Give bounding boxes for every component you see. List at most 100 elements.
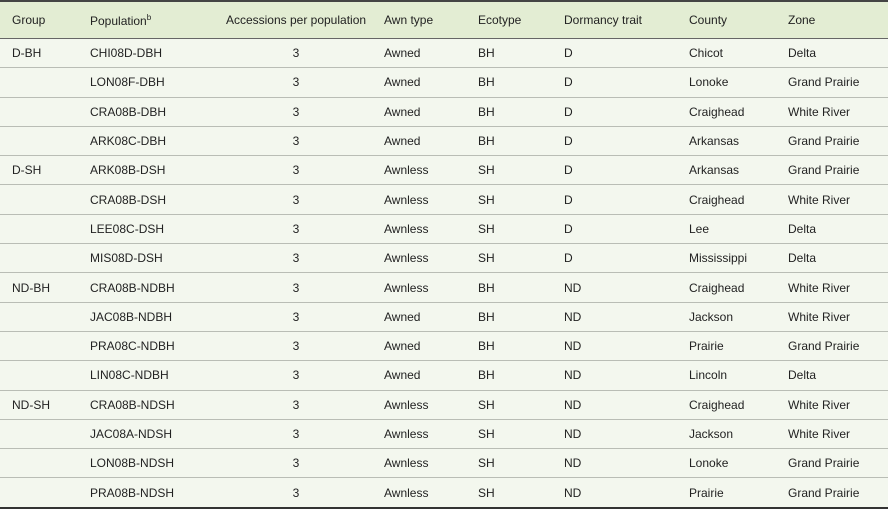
cell-zone: Grand Prairie (788, 67, 888, 98)
cell-ecotype: BH (478, 96, 564, 127)
cell-population: CRA08B-NDBH (90, 272, 208, 303)
cell-group (0, 184, 90, 215)
cell-dormancy-trait: D (564, 155, 689, 185)
table-row: ND-BH CRA08B-NDBH 3 Awnless BH ND Craighead Whi… (0, 272, 888, 303)
cell-zone: Grand Prairie (788, 330, 888, 361)
cell-county: Prairie (689, 477, 788, 508)
cell-population: CRA08B-DBH (90, 96, 208, 127)
cell-group: D-BH (12, 46, 42, 61)
cell-awn-type: Awnless (384, 184, 478, 215)
cell-ecotype: SH (478, 477, 564, 508)
cell-ecotype: SH (478, 243, 564, 273)
table-row: LIN08C-NDBH 3 Awned BH ND Lincoln Delta (0, 360, 888, 391)
cell-awn-type: Awnless (384, 448, 478, 478)
cell-accessions: 3 (208, 243, 384, 273)
cell-ecotype: BH (478, 67, 564, 98)
cell-county: Jackson (689, 301, 788, 332)
cell-accessions: 3 (208, 477, 384, 508)
cell-group (0, 360, 90, 391)
header-accessions: Accessions per population (208, 1, 384, 39)
cell-group (0, 477, 90, 508)
header-label: County (689, 13, 728, 27)
cell-zone: White River (788, 96, 888, 127)
header-group: Group (0, 1, 90, 39)
cell-dormancy-trait: ND (564, 477, 689, 508)
cell-accessions: 3 (208, 389, 384, 420)
cell-accessions: 3 (208, 272, 384, 303)
table-row: LEE08C-DSH 3 Awnless SH D Lee Delta (0, 213, 888, 244)
cell-zone: Grand Prairie (788, 155, 888, 185)
header-zone: Zone (788, 1, 888, 39)
cell-ecotype: BH (478, 272, 564, 303)
cell-awn-type: Awnless (384, 155, 478, 185)
cell-accessions: 3 (208, 448, 384, 478)
cell-accessions: 3 (208, 184, 384, 215)
cell-population: LIN08C-NDBH (90, 360, 208, 391)
cell-accessions: 3 (208, 301, 384, 332)
cell-dormancy-trait: ND (564, 418, 689, 449)
table-row: PRA08C-NDBH 3 Awned BH ND Prairie Grand Prairi… (0, 330, 888, 361)
cell-dormancy-trait: ND (564, 330, 689, 361)
cell-accessions: 3 (208, 155, 384, 185)
cell-zone: Grand Prairie (788, 448, 888, 478)
table-body: D-BH CHI08D-DBH 3 Awned BH D Chicot Delta LON08F… (0, 39, 888, 508)
cell-ecotype: SH (478, 389, 564, 420)
cell-population: ARK08C-DBH (90, 125, 208, 156)
cell-awn-type: Awned (384, 67, 478, 98)
cell-zone: White River (788, 389, 888, 420)
cell-group (0, 125, 90, 156)
header-label: Awn type (384, 13, 434, 27)
header-label: Accessions per population (225, 13, 367, 27)
cell-ecotype: SH (478, 418, 564, 449)
cell-zone: Delta (788, 46, 817, 61)
cell-dormancy-trait: ND (564, 301, 689, 332)
cell-accessions: 3 (292, 46, 300, 61)
cell-population: JAC08B-NDBH (90, 301, 208, 332)
table-row: ND-SH CRA08B-NDSH 3 Awnless SH ND Craighead Whi… (0, 389, 888, 420)
cell-ecotype: SH (478, 155, 564, 185)
cell-group (0, 301, 90, 332)
cell-group (0, 213, 90, 244)
cell-population: LON08F-DBH (90, 67, 208, 98)
cell-zone: White River (788, 418, 888, 449)
cell-zone: White River (788, 184, 888, 215)
header-label: Dormancy trait (564, 13, 643, 27)
cell-county: Lonoke (689, 67, 788, 98)
cell-zone: White River (788, 272, 888, 303)
cell-group (0, 67, 90, 98)
cell-zone: Delta (788, 243, 888, 273)
cell-population: PRA08C-NDBH (90, 330, 208, 361)
table-row: LON08B-NDSH 3 Awnless SH ND Lonoke Grand Prair… (0, 448, 888, 478)
cell-dormancy-trait: ND (564, 448, 689, 478)
cell-county: Craighead (689, 272, 788, 303)
cell-awn-type: Awnless (384, 477, 478, 508)
cell-awn-type: Awnless (384, 213, 478, 244)
cell-dormancy-trait: ND (564, 272, 689, 303)
table-row: PRA08B-NDSH 3 Awnless SH ND Prairie Grand Prai… (0, 477, 888, 508)
cell-county: Arkansas (689, 155, 788, 185)
cell-population: LON08B-NDSH (90, 448, 208, 478)
cell-county: Craighead (689, 96, 788, 127)
cell-ecotype: SH (478, 448, 564, 478)
cell-county: Prairie (689, 330, 788, 361)
cell-awn-type: Awned (384, 96, 478, 127)
cell-awn-type: Awned (384, 301, 478, 332)
cell-ecotype: BH (478, 330, 564, 361)
cell-dormancy-trait: D (564, 46, 573, 61)
table-row: D-SH ARK08B-DSH 3 Awnless SH D Arkansas Grand P… (0, 155, 888, 185)
table-row: LON08F-DBH 3 Awned BH D Lonoke Grand Prairie (0, 67, 888, 98)
cell-dormancy-trait: D (564, 67, 689, 98)
cell-dormancy-trait: ND (564, 360, 689, 391)
cell-accessions: 3 (208, 125, 384, 156)
table-row: MIS08D-DSH 3 Awnless SH D Mississippi Delta (0, 243, 888, 273)
cell-group (0, 330, 90, 361)
cell-county: Mississippi (689, 243, 788, 273)
header-label: Zone (788, 13, 816, 27)
cell-dormancy-trait: D (564, 96, 689, 127)
cell-dormancy-trait: D (564, 243, 689, 273)
cell-zone: Grand Prairie (788, 125, 888, 156)
cell-ecotype: SH (478, 213, 564, 244)
cell-zone: Delta (788, 213, 888, 244)
cell-dormancy-trait: ND (564, 389, 689, 420)
cell-group (0, 243, 90, 273)
